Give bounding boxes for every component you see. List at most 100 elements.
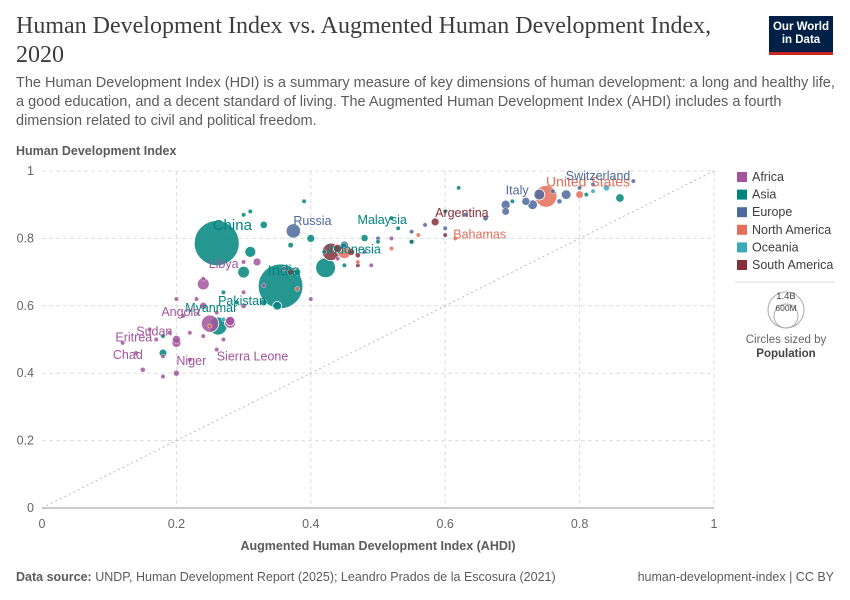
point-label: Eritrea bbox=[115, 331, 152, 345]
data-point bbox=[375, 239, 381, 245]
data-point bbox=[260, 221, 268, 229]
data-point bbox=[556, 198, 563, 205]
data-point bbox=[368, 262, 374, 268]
data-point bbox=[172, 335, 181, 344]
point-label: Niger bbox=[176, 354, 206, 368]
data-point bbox=[308, 296, 314, 302]
x-axis-label: Augmented Human Development Index (AHDI) bbox=[240, 539, 515, 553]
legend-label: Europe bbox=[752, 205, 792, 219]
legend-label: Oceania bbox=[752, 240, 799, 254]
data-point bbox=[533, 188, 546, 201]
data-point bbox=[241, 212, 247, 218]
data-point bbox=[199, 302, 207, 310]
y-tick-label: 0.8 bbox=[17, 231, 34, 245]
data-point bbox=[207, 323, 213, 329]
data-point bbox=[187, 330, 193, 336]
data-point bbox=[214, 310, 220, 315]
point-label: Angola bbox=[161, 305, 200, 319]
data-point bbox=[355, 259, 361, 265]
data-point bbox=[341, 242, 347, 248]
data-point bbox=[260, 298, 268, 306]
size-legend-big-label: 1.4B bbox=[776, 291, 796, 302]
data-point bbox=[603, 184, 610, 192]
data-point bbox=[306, 234, 315, 243]
data-point bbox=[287, 268, 295, 276]
data-point bbox=[294, 286, 301, 292]
y-tick-label: 0.4 bbox=[17, 366, 34, 380]
data-point bbox=[577, 185, 582, 191]
data-point bbox=[160, 374, 166, 379]
y-tick-label: 0.6 bbox=[17, 299, 34, 313]
point-label: China bbox=[213, 217, 253, 234]
data-point bbox=[241, 289, 247, 295]
data-point bbox=[225, 315, 236, 327]
data-point bbox=[160, 333, 166, 339]
data-source-label: Data source: bbox=[16, 570, 92, 584]
point-label: Switzerland bbox=[566, 169, 631, 183]
data-point bbox=[180, 313, 186, 319]
data-point bbox=[510, 198, 515, 204]
legend-label: North America bbox=[752, 223, 831, 237]
data-point bbox=[187, 357, 193, 363]
data-point bbox=[615, 193, 625, 203]
legend-swatch bbox=[737, 189, 747, 200]
data-point bbox=[442, 232, 448, 238]
data-point bbox=[442, 225, 448, 231]
data-point bbox=[200, 333, 206, 339]
y-tick-label: 0.2 bbox=[17, 434, 34, 448]
data-point bbox=[200, 276, 206, 282]
point-label: Myanmar bbox=[185, 301, 237, 315]
point-label: United States bbox=[546, 173, 630, 189]
size-legend-small-label: 600M bbox=[775, 303, 796, 313]
legend-label: Asia bbox=[752, 188, 776, 202]
data-point bbox=[575, 190, 584, 199]
data-point bbox=[153, 337, 159, 342]
data-point bbox=[550, 188, 556, 194]
owid-logo[interactable]: Our World in Data bbox=[769, 16, 833, 55]
footer-slug[interactable]: human-development-index | CC BY bbox=[637, 570, 834, 584]
x-tick-label: 0.2 bbox=[168, 517, 185, 531]
y-tick-label: 1 bbox=[27, 164, 34, 178]
data-point bbox=[389, 235, 394, 241]
data-point bbox=[237, 265, 250, 279]
data-point bbox=[193, 220, 240, 267]
y-axis-label: Human Development Index bbox=[16, 144, 176, 158]
point-label: Russia bbox=[293, 214, 331, 228]
data-point bbox=[456, 185, 462, 191]
data-point bbox=[389, 246, 394, 251]
data-point bbox=[272, 300, 283, 311]
legend-swatch bbox=[737, 207, 747, 218]
data-point bbox=[173, 370, 180, 377]
data-point bbox=[442, 209, 448, 214]
data-point bbox=[422, 222, 428, 228]
point-label: Indonesia bbox=[327, 243, 381, 257]
data-point bbox=[347, 248, 355, 256]
data-point bbox=[240, 302, 247, 309]
data-source: Data source: UNDP, Human Development Rep… bbox=[16, 570, 556, 584]
data-point bbox=[287, 242, 294, 249]
data-point bbox=[452, 235, 458, 241]
legend-label: South America bbox=[752, 258, 833, 272]
data-point bbox=[583, 192, 589, 197]
data-point bbox=[521, 196, 531, 206]
data-point bbox=[395, 225, 401, 231]
data-point bbox=[281, 266, 287, 272]
legend-swatch bbox=[737, 242, 747, 253]
point-label: Pakistan bbox=[218, 294, 266, 308]
x-tick-label: 0.8 bbox=[571, 517, 588, 531]
data-point bbox=[409, 229, 414, 235]
data-point bbox=[301, 198, 307, 204]
point-label: Italy bbox=[506, 184, 530, 198]
point-label: Sierra Leone bbox=[217, 350, 289, 364]
data-point bbox=[221, 337, 226, 342]
data-point bbox=[133, 350, 139, 356]
data-point bbox=[214, 347, 220, 353]
data-point bbox=[321, 249, 327, 255]
data-point bbox=[140, 367, 146, 373]
data-point bbox=[244, 245, 257, 258]
logo-line-1: Our World bbox=[772, 21, 829, 33]
data-point bbox=[285, 223, 301, 239]
point-label: Sudan bbox=[136, 325, 172, 339]
data-point bbox=[630, 178, 636, 184]
data-point bbox=[590, 182, 596, 187]
